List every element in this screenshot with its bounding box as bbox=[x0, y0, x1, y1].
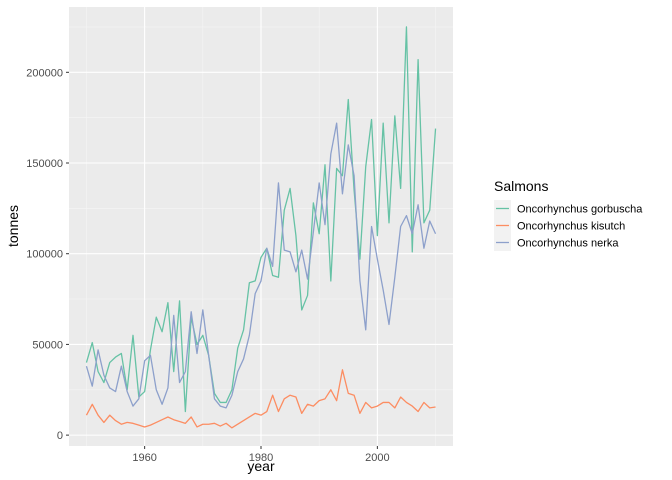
legend: Salmons Oncorhynchus gorbuscha Oncorhynch… bbox=[494, 178, 643, 251]
y-tick-label: 100000 bbox=[26, 249, 63, 261]
y-tick-label: 200000 bbox=[26, 67, 63, 79]
y-tick-label: 150000 bbox=[26, 158, 63, 170]
legend-title: Salmons bbox=[494, 178, 548, 194]
legend-entry: Oncorhynchus gorbuscha bbox=[494, 200, 643, 217]
x-tick-label: 2000 bbox=[365, 452, 389, 464]
legend-label: Oncorhynchus gorbuscha bbox=[517, 204, 643, 216]
legend-label: Oncorhynchus kisutch bbox=[517, 221, 625, 233]
series-layer bbox=[85, 26, 437, 429]
series-line-0 bbox=[85, 26, 437, 413]
grid-major bbox=[69, 7, 453, 446]
legend-entry: Oncorhynchus kisutch bbox=[494, 217, 625, 234]
legend-label: Oncorhynchus nerka bbox=[517, 238, 619, 250]
x-axis-title: year bbox=[247, 458, 275, 474]
y-tick-label: 50000 bbox=[32, 339, 63, 351]
y-axis: 0 50000 100000 150000 200000 bbox=[26, 67, 69, 442]
y-axis-title: tonnes bbox=[5, 205, 21, 247]
legend-entry: Oncorhynchus nerka bbox=[494, 234, 619, 251]
series-line-1 bbox=[85, 369, 436, 429]
x-tick-label: 1960 bbox=[132, 452, 156, 464]
x-tick-label: 1980 bbox=[249, 452, 273, 464]
x-axis: 1960 1980 2000 bbox=[132, 446, 390, 464]
series-line-2 bbox=[85, 122, 437, 409]
y-tick-label: 0 bbox=[57, 430, 63, 442]
